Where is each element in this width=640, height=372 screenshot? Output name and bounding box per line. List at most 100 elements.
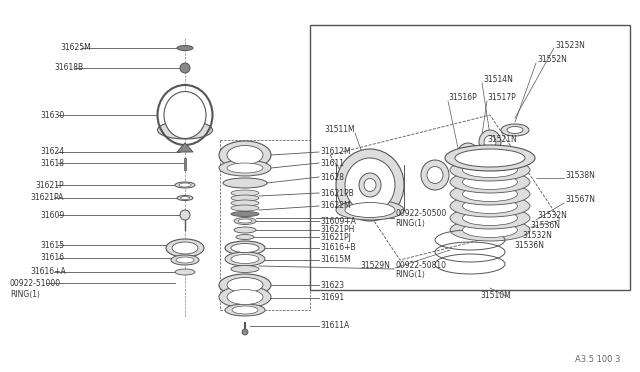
Text: 31621PH: 31621PH — [320, 225, 355, 234]
Text: 31532N: 31532N — [522, 231, 552, 240]
Circle shape — [242, 329, 248, 335]
Ellipse shape — [450, 147, 530, 169]
Text: 31615M: 31615M — [320, 256, 351, 264]
Text: 31621PJ: 31621PJ — [320, 232, 351, 241]
Ellipse shape — [445, 145, 535, 171]
Bar — [310, 25, 630, 290]
Ellipse shape — [450, 159, 530, 181]
Ellipse shape — [450, 219, 530, 241]
Ellipse shape — [219, 141, 271, 169]
Ellipse shape — [171, 255, 199, 265]
Ellipse shape — [450, 183, 530, 205]
Ellipse shape — [172, 242, 198, 254]
Ellipse shape — [336, 149, 404, 221]
Text: 31609+A: 31609+A — [320, 217, 356, 225]
Ellipse shape — [345, 202, 395, 218]
Ellipse shape — [227, 145, 263, 164]
Ellipse shape — [479, 130, 501, 154]
Ellipse shape — [175, 269, 195, 275]
Ellipse shape — [345, 158, 395, 212]
Ellipse shape — [231, 190, 259, 196]
Ellipse shape — [179, 183, 191, 187]
Text: 31523N: 31523N — [555, 41, 585, 49]
Ellipse shape — [175, 182, 195, 188]
Ellipse shape — [450, 171, 530, 193]
Ellipse shape — [234, 218, 256, 224]
Text: 31529N: 31529N — [360, 260, 390, 269]
Ellipse shape — [157, 121, 212, 139]
Ellipse shape — [336, 200, 404, 220]
Ellipse shape — [463, 163, 518, 177]
Ellipse shape — [219, 286, 271, 308]
Ellipse shape — [450, 207, 530, 229]
Ellipse shape — [507, 126, 523, 134]
Text: 31630: 31630 — [40, 110, 64, 119]
Ellipse shape — [231, 195, 259, 201]
Ellipse shape — [359, 173, 381, 197]
Text: 31517P: 31517P — [487, 93, 516, 103]
Text: 31615: 31615 — [40, 241, 64, 250]
Ellipse shape — [177, 196, 193, 201]
Text: 31567N: 31567N — [565, 196, 595, 205]
Ellipse shape — [501, 124, 529, 136]
Ellipse shape — [231, 205, 259, 211]
Circle shape — [180, 63, 190, 73]
Text: RING⟨1⟩: RING⟨1⟩ — [395, 269, 425, 279]
Text: 31628: 31628 — [320, 173, 344, 182]
Ellipse shape — [225, 252, 265, 266]
Ellipse shape — [176, 257, 194, 263]
Text: 31612M: 31612M — [320, 148, 351, 157]
Text: 31516P: 31516P — [448, 93, 477, 103]
Text: 00922-50500: 00922-50500 — [395, 209, 446, 218]
Text: 31624: 31624 — [40, 148, 64, 157]
Ellipse shape — [457, 143, 479, 167]
Text: 31622M: 31622M — [320, 202, 351, 211]
Text: 31538N: 31538N — [565, 170, 595, 180]
Ellipse shape — [236, 234, 254, 240]
Circle shape — [180, 210, 190, 220]
Text: 31621PA: 31621PA — [30, 193, 63, 202]
Ellipse shape — [421, 160, 449, 190]
Ellipse shape — [227, 163, 263, 173]
Ellipse shape — [231, 200, 259, 206]
Text: 31618: 31618 — [40, 158, 64, 167]
Ellipse shape — [231, 266, 259, 273]
Ellipse shape — [463, 174, 518, 189]
Text: 31691: 31691 — [320, 294, 344, 302]
Text: 31621PB: 31621PB — [320, 189, 354, 198]
Ellipse shape — [463, 211, 518, 225]
Ellipse shape — [219, 160, 271, 176]
Text: 31510M: 31510M — [480, 291, 511, 299]
Text: 31616+A: 31616+A — [30, 267, 66, 276]
Ellipse shape — [234, 227, 256, 233]
Ellipse shape — [225, 241, 265, 255]
Ellipse shape — [462, 148, 474, 161]
Ellipse shape — [227, 278, 263, 292]
Ellipse shape — [231, 244, 259, 253]
Text: 31616: 31616 — [40, 253, 64, 263]
Ellipse shape — [455, 149, 525, 167]
Text: 31625M: 31625M — [60, 44, 91, 52]
Ellipse shape — [463, 151, 518, 166]
Text: RING⟨1⟩: RING⟨1⟩ — [10, 289, 40, 298]
Ellipse shape — [227, 289, 263, 305]
Text: 31536N: 31536N — [530, 221, 560, 230]
Text: 31552N: 31552N — [537, 55, 567, 64]
Polygon shape — [177, 143, 193, 152]
Text: RING⟨1⟩: RING⟨1⟩ — [395, 218, 425, 228]
Text: 31611A: 31611A — [320, 321, 349, 330]
Ellipse shape — [231, 254, 259, 263]
Ellipse shape — [223, 178, 267, 188]
Ellipse shape — [232, 306, 258, 314]
Ellipse shape — [463, 222, 518, 237]
Text: 31618B: 31618B — [54, 64, 83, 73]
Ellipse shape — [484, 135, 496, 148]
Text: 31623: 31623 — [320, 280, 344, 289]
Bar — [184, 158, 186, 170]
Text: 00922-50810: 00922-50810 — [395, 260, 446, 269]
Text: 00922-51000: 00922-51000 — [10, 279, 61, 288]
Ellipse shape — [231, 212, 259, 217]
Ellipse shape — [177, 45, 193, 51]
Text: A3.5 100 3: A3.5 100 3 — [575, 356, 620, 365]
Text: 31616+B: 31616+B — [320, 244, 356, 253]
